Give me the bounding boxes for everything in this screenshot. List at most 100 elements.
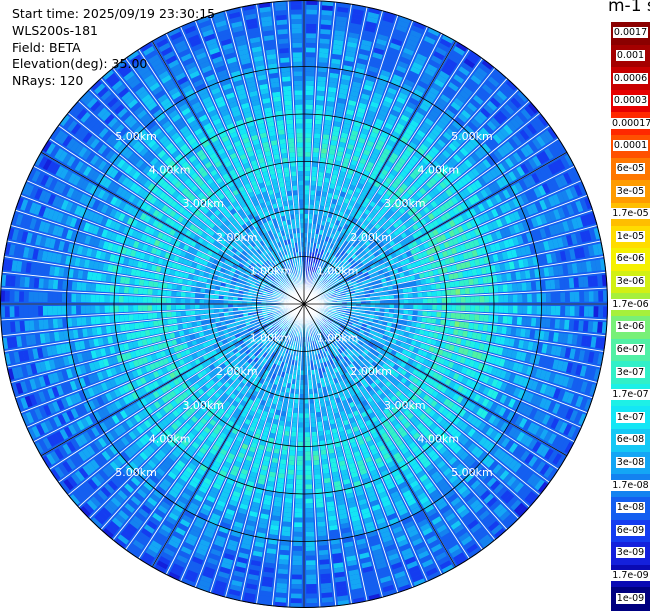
- range-gate: [474, 287, 479, 294]
- range-gate: [285, 498, 293, 503]
- range-gate: [432, 305, 437, 310]
- range-gate: [282, 521, 290, 526]
- range-gate: [592, 276, 598, 287]
- range-gate: [484, 296, 489, 303]
- range-gate: [574, 306, 579, 316]
- range-gate: [316, 498, 324, 503]
- range-gate: [305, 442, 310, 447]
- range-gate: [517, 317, 522, 325]
- range-gate: [280, 545, 289, 550]
- range-gate: [425, 278, 431, 283]
- range-gate: [311, 417, 316, 422]
- range-gate: [305, 399, 309, 404]
- range-gate: [302, 351, 304, 356]
- range-gate: [313, 143, 319, 148]
- range-gate: [318, 172, 323, 177]
- range-gate: [446, 290, 451, 296]
- range-gate: [320, 38, 330, 43]
- range-gate: [280, 459, 286, 464]
- range-gate: [293, 417, 298, 422]
- range-gate: [306, 81, 314, 86]
- range-gate: [399, 300, 404, 304]
- range-gate: [274, 448, 280, 454]
- range-gate: [306, 522, 314, 527]
- range-gate: [306, 86, 314, 91]
- range-gate: [517, 283, 522, 291]
- range-gate: [318, 431, 323, 436]
- range-gate: [317, 86, 325, 91]
- range-gate: [421, 286, 426, 291]
- range-gate: [413, 299, 418, 303]
- range-gate: [326, 101, 334, 107]
- range-gate: [298, 432, 303, 437]
- range-gate: [598, 306, 603, 317]
- range-gate: [296, 475, 302, 480]
- range-gate: [441, 290, 446, 295]
- range-gate: [319, 555, 329, 560]
- range-gate: [420, 279, 425, 284]
- range-gate: [513, 306, 518, 314]
- range-gate: [306, 570, 316, 575]
- range-gate: [306, 76, 314, 81]
- range-gate: [407, 288, 412, 293]
- range-gate: [324, 482, 331, 488]
- range-gate: [306, 14, 317, 19]
- range-gate: [306, 508, 314, 513]
- range-gate: [306, 593, 317, 598]
- range-gate: [294, 513, 302, 518]
- range-gate: [319, 559, 329, 564]
- range-gate: [579, 292, 584, 302]
- range-gate: [417, 317, 422, 322]
- range-gate: [408, 305, 413, 309]
- range-gate: [275, 597, 286, 603]
- range-gate: [394, 309, 399, 313]
- range-gate: [281, 531, 290, 536]
- range-gate: [326, 501, 334, 507]
- range-gate: [497, 326, 503, 334]
- range-gate: [305, 114, 312, 119]
- range-gate: [287, 469, 294, 474]
- range-gate: [570, 292, 575, 302]
- range-gate: [455, 313, 460, 319]
- range-gate: [281, 454, 287, 459]
- range-gate: [305, 451, 311, 456]
- range-gate: [532, 306, 537, 315]
- range-gate: [394, 305, 399, 309]
- range-gate: [306, 537, 315, 542]
- range-gate: [306, 546, 315, 551]
- range-gate: [484, 305, 489, 312]
- range-gate: [521, 282, 526, 290]
- range-gate: [297, 456, 303, 461]
- range-gate: [413, 305, 418, 309]
- range-gate: [278, 569, 288, 575]
- range-gate: [321, 20, 332, 26]
- range-gate: [407, 316, 412, 321]
- range-gate: [546, 293, 551, 302]
- range-gate: [403, 310, 408, 314]
- range-gate: [306, 499, 313, 504]
- range-gate: [276, 482, 283, 488]
- range-gate: [325, 173, 331, 179]
- range-gate: [394, 295, 399, 299]
- range-gate: [294, 522, 302, 527]
- range-gate: [311, 422, 316, 427]
- range-gate: [597, 275, 603, 286]
- range-gate: [279, 559, 289, 564]
- range-gate: [287, 412, 292, 417]
- range-gate: [288, 407, 293, 412]
- range-gate: [322, 464, 329, 469]
- range-gate: [319, 550, 328, 555]
- range-gate: [316, 407, 321, 412]
- range-gate: [322, 144, 328, 149]
- range-gate: [403, 288, 408, 292]
- range-gate: [314, 469, 321, 474]
- range-gate: [316, 503, 324, 508]
- range-gate: [290, 393, 294, 398]
- range-gate: [323, 420, 328, 425]
- range-gate: [537, 306, 542, 315]
- range-gate: [551, 293, 556, 302]
- range-gate: [351, 302, 356, 304]
- range-gate: [432, 291, 437, 296]
- range-gate: [276, 583, 287, 589]
- range-gate: [293, 546, 302, 551]
